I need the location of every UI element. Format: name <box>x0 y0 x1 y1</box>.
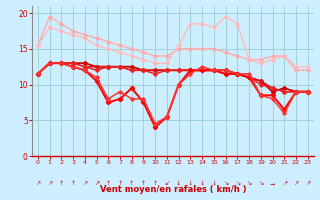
X-axis label: Vent moyen/en rafales ( km/h ): Vent moyen/en rafales ( km/h ) <box>100 185 246 194</box>
